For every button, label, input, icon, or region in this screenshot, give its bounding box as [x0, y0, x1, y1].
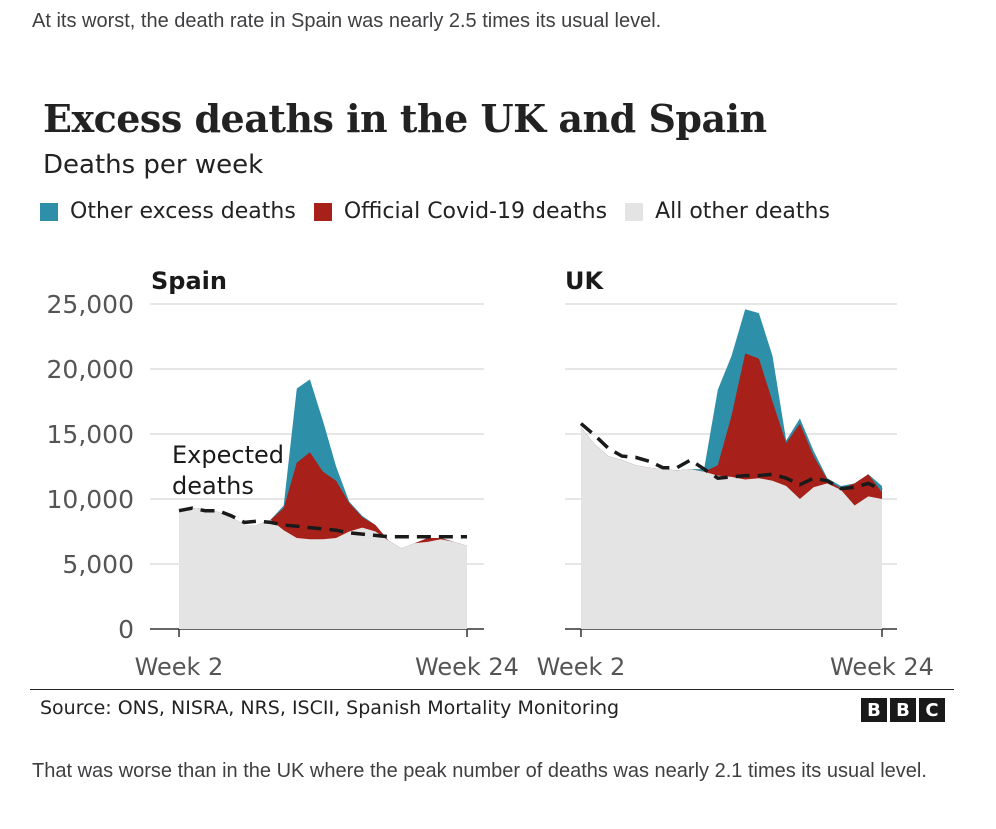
expected-line-uk	[579, 422, 883, 492]
y-tick-label: 0	[118, 615, 134, 644]
y-tick-label: 5,000	[62, 550, 134, 579]
annotation-line-1: Expected	[172, 441, 284, 469]
footer-divider	[30, 689, 954, 690]
outro-paragraph: That was worse than in the UK where the …	[32, 760, 927, 782]
bbc-logo-letter-1: B	[861, 698, 887, 722]
y-tick-label: 25,000	[47, 290, 134, 319]
intro-paragraph: At its worst, the death rate in Spain wa…	[32, 10, 662, 32]
bbc-logo-letter-3: C	[919, 698, 945, 722]
x-label-uk-start: Week 2	[537, 653, 626, 681]
legend-swatch-all-other	[625, 202, 644, 221]
legend-item-covid: Official Covid-19 deaths	[313, 199, 608, 224]
legend-swatch-covid	[313, 202, 332, 221]
y-tick-label: 20,000	[47, 355, 134, 384]
x-label-uk-end: Week 24	[830, 653, 934, 681]
legend-label-other-excess: Other excess deaths	[70, 199, 296, 224]
area-all-other-spain	[179, 508, 467, 629]
x-label-spain-start: Week 2	[135, 653, 224, 681]
source-note: Source: ONS, NISRA, NRS, ISCII, Spanish …	[40, 697, 620, 719]
panel-uk	[579, 309, 883, 637]
y-tick-label: 10,000	[47, 485, 134, 514]
chart-subtitle: Deaths per week	[43, 150, 264, 180]
annotation-line-2: deaths	[172, 472, 254, 500]
expected-line-spain	[178, 506, 467, 539]
legend-item-other-excess: Other excess deaths	[40, 199, 296, 224]
bbc-logo-letter-2: B	[890, 698, 916, 722]
y-tick-labels: 0 5,000 10,000 15,000 20,000 25,000	[47, 290, 134, 644]
panel-title-spain: Spain	[151, 267, 227, 295]
legend-item-all-other: All other deaths	[625, 199, 830, 224]
chart-title: Excess deaths in the UK and Spain	[43, 96, 767, 141]
chart-panels	[178, 309, 883, 637]
y-tick-label: 15,000	[47, 420, 134, 449]
expected-deaths-annotation: Expected deaths	[172, 441, 284, 500]
bbc-logo: B B C	[861, 698, 945, 722]
area-all-other-uk	[581, 427, 882, 629]
panel-title-uk: UK	[565, 267, 604, 295]
legend-label-all-other: All other deaths	[655, 199, 830, 224]
panel-spain	[178, 379, 468, 637]
legend-swatch-other-excess	[40, 202, 58, 221]
x-label-spain-end: Week 24	[415, 653, 519, 681]
legend-label-covid: Official Covid-19 deaths	[343, 199, 608, 224]
chart-legend: Other excess deaths Official Covid-19 de…	[40, 199, 848, 224]
